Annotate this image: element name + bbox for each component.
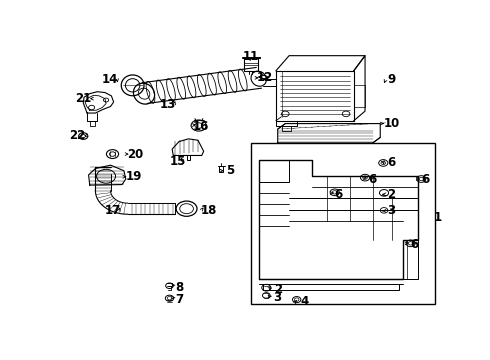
Text: 4: 4 [300, 295, 308, 308]
Text: 8: 8 [175, 281, 183, 294]
Bar [251, 143, 435, 304]
Text: 1: 1 [434, 211, 442, 224]
Text: 16: 16 [193, 120, 209, 133]
Text: 20: 20 [127, 148, 144, 161]
Text: 13: 13 [159, 98, 176, 111]
Text: 9: 9 [388, 73, 396, 86]
Text: 6: 6 [410, 238, 418, 251]
Text: 12: 12 [256, 71, 272, 84]
Text: 6: 6 [422, 172, 430, 185]
Text: 6: 6 [388, 156, 396, 169]
Text: 2: 2 [273, 283, 282, 296]
Text: 10: 10 [384, 117, 400, 130]
Text: 15: 15 [170, 156, 186, 168]
Text: 5: 5 [226, 164, 234, 177]
Bar [245, 58, 258, 71]
Bar [219, 166, 223, 172]
Text: 3: 3 [388, 204, 396, 217]
Text: 2: 2 [388, 188, 396, 201]
Text: 19: 19 [125, 170, 142, 183]
Text: 22: 22 [69, 129, 85, 142]
Text: 6: 6 [334, 188, 343, 201]
Text: 3: 3 [273, 291, 282, 304]
Text: 11: 11 [243, 50, 259, 63]
Text: 21: 21 [75, 92, 92, 105]
Text: 6: 6 [368, 172, 377, 185]
Text: 14: 14 [101, 73, 118, 86]
Text: 18: 18 [200, 204, 217, 217]
Text: 17: 17 [104, 204, 121, 217]
Text: 7: 7 [175, 293, 183, 306]
